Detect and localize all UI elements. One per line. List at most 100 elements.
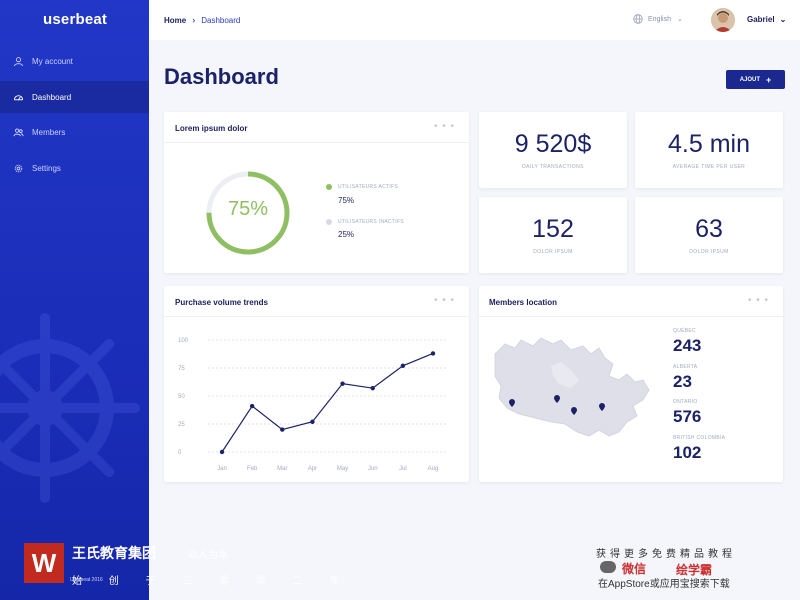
sidebar-item-label: Settings — [32, 163, 61, 173]
stat-value: 152 — [532, 215, 574, 243]
sidebar: userbeat My account Dashboard Members Se… — [0, 0, 149, 600]
members-icon — [12, 126, 24, 138]
wechat-icon — [600, 561, 616, 573]
y-tick-label: 100 — [178, 338, 189, 344]
canada-map — [494, 337, 650, 437]
divider — [164, 142, 469, 143]
stat-card-dolor-1: 152 DOLOR IPSUM — [479, 197, 627, 273]
avatar[interactable] — [711, 8, 735, 32]
top-bar: Home › Dashboard English ⌄ Gabriel ⌄ — [149, 0, 800, 40]
legend-item-inactive: UTILISATEURS INACTIFS — [326, 219, 404, 225]
stat-label: DOLOR IPSUM — [689, 249, 729, 255]
plus-icon: + — [766, 74, 772, 85]
more-icon[interactable]: • • • — [747, 295, 769, 306]
series-line — [221, 352, 434, 453]
trend-card: Purchase volume trends • • • 100 75 50 25 0 J… — [164, 286, 469, 482]
page-title: Dashboard — [164, 64, 279, 89]
data-point — [370, 385, 375, 391]
line-chart: 100 75 50 25 0 Jan Feb Mar Apr May Jun Jul Aug — [178, 338, 447, 472]
breadcrumb-home[interactable]: Home — [164, 15, 187, 25]
watermark-brand: 王氏教育集团 — [72, 545, 156, 561]
more-icon[interactable]: • • • — [433, 295, 455, 306]
x-tick-label: Jun — [368, 466, 378, 472]
sidebar-item-label: Members — [32, 127, 66, 137]
x-tick-label: Aug — [428, 466, 439, 472]
language-selector[interactable]: English ⌄ — [633, 14, 683, 24]
watermark-store: 在AppStore或应用宝搜索下载 — [598, 579, 730, 590]
y-tick-label: 75 — [178, 366, 185, 372]
legend-label: UTILISATEURS ACTIFS — [338, 184, 399, 190]
data-point — [310, 419, 315, 424]
sidebar-item-my-account[interactable]: My account — [0, 45, 149, 77]
stat-label: AVERAGE TIME PER USER — [672, 164, 746, 170]
gear-icon — [12, 162, 24, 174]
add-button-label: AJOUT — [739, 76, 761, 83]
breadcrumb: Home › Dashboard — [164, 15, 240, 25]
chevron-down-icon: ⌄ — [676, 16, 683, 23]
data-point — [400, 363, 406, 368]
data-point — [280, 427, 285, 432]
more-icon[interactable]: • • • — [433, 121, 455, 132]
y-tick-label: 50 — [178, 394, 185, 400]
y-tick-label: 0 — [178, 450, 182, 456]
location-value: 243 — [673, 336, 702, 355]
location-value: 102 — [673, 443, 702, 462]
y-tick-label: 25 — [178, 422, 185, 428]
location-value: 23 — [673, 372, 692, 391]
data-point — [430, 351, 436, 356]
stat-value: 9 520$ — [514, 130, 592, 158]
legend-value: 75% — [338, 196, 355, 205]
stat-label: DAILY TRANSACTIONS — [522, 164, 584, 170]
ship-wheel-decoration — [0, 313, 140, 503]
divider — [164, 316, 469, 317]
location-name: ONTARIO — [673, 399, 698, 405]
location-pins — [509, 395, 605, 415]
watermark-app-name: 绘学霸 — [676, 563, 713, 577]
watermark-slogan: 以人为本 — [188, 550, 228, 561]
card-title: Lorem ipsum dolor — [175, 124, 248, 133]
add-button[interactable]: AJOUT + — [726, 70, 785, 89]
language-label: English — [648, 15, 671, 23]
breadcrumb-current: Dashboard — [201, 15, 241, 25]
stat-value: 4.5 min — [668, 130, 750, 158]
x-tick-label: Feb — [247, 466, 258, 472]
sidebar-item-label: Dashboard — [32, 92, 72, 102]
globe-icon — [633, 14, 643, 24]
watermark-logo: W — [24, 543, 64, 583]
stat-card-dolor-2: 63 DOLOR IPSUM — [635, 197, 783, 273]
watermark-wechat: 微信 — [622, 562, 647, 576]
x-tick-label: Jan — [217, 466, 227, 472]
data-point — [219, 449, 225, 455]
divider — [479, 316, 783, 317]
location-value: 576 — [673, 407, 702, 426]
sidebar-item-members[interactable]: Members — [0, 116, 149, 148]
watermark-promo: 获得更多免费精品教程 — [596, 549, 736, 560]
donut-chart — [206, 171, 290, 255]
x-tick-label: Jul — [399, 466, 407, 472]
sidebar-item-settings[interactable]: Settings — [0, 152, 149, 184]
legend-item-active: UTILISATEURS ACTIFS — [326, 184, 398, 190]
stat-card-transactions: 9 520$ DAILY TRANSACTIONS — [479, 112, 627, 188]
legend-dot — [326, 184, 332, 190]
app-logo[interactable]: userbeat — [43, 11, 108, 28]
location-card: Members location • • • QUÉBEC 243 ALBERT… — [479, 286, 783, 482]
x-tick-label: Apr — [308, 466, 317, 472]
data-point — [340, 381, 345, 386]
sidebar-item-dashboard[interactable]: Dashboard — [0, 81, 149, 113]
x-tick-label: May — [337, 466, 348, 472]
user-icon — [12, 55, 24, 67]
legend-label: UTILISATEURS INACTIFS — [338, 219, 404, 225]
stat-label: DOLOR IPSUM — [533, 249, 573, 255]
gauge-icon — [12, 91, 24, 103]
donut-card: Lorem ipsum dolor • • • 75% UTILISATEURS… — [164, 112, 469, 273]
sidebar-item-label: My account — [32, 56, 73, 66]
x-tick-label: Mar — [277, 466, 287, 472]
card-title: Purchase volume trends — [175, 298, 268, 307]
location-name: BRITISH COLOMBIA — [673, 435, 726, 441]
data-point — [249, 403, 255, 409]
location-name: QUÉBEC — [673, 328, 696, 334]
stat-card-time: 4.5 min AVERAGE TIME PER USER — [635, 112, 783, 188]
card-title: Members location — [489, 298, 558, 307]
user-menu[interactable]: Gabriel ⌄ — [747, 15, 786, 24]
breadcrumb-separator: › — [192, 15, 196, 25]
